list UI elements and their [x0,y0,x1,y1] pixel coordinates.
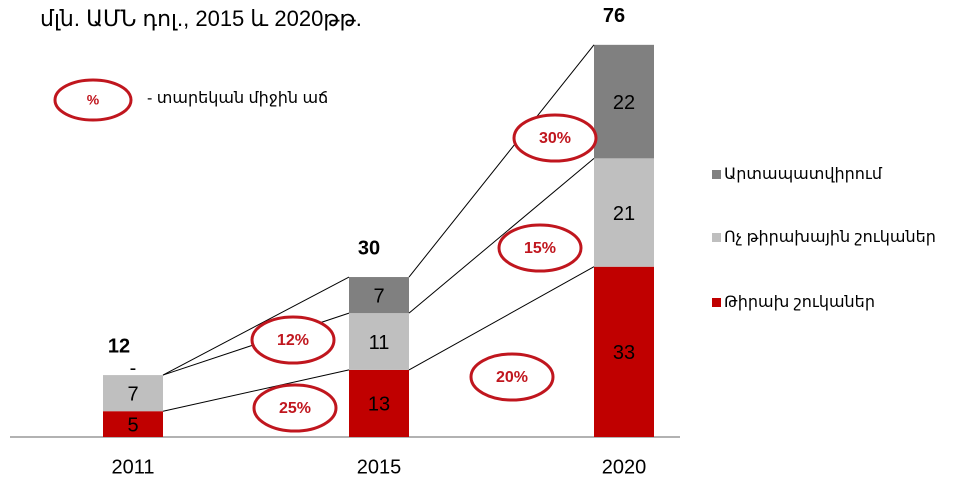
connector [162,369,350,412]
bar-segment [103,375,163,412]
bar-segment [349,313,409,370]
legend-swatch [712,170,721,179]
growth-oval [497,223,583,273]
growth-label: 20% [496,369,528,386]
bar-segment [594,44,654,159]
legend-label: Արտապատվիրում [724,166,883,183]
connector [408,44,595,278]
growth-oval [252,383,338,433]
growth-label: 12% [277,332,309,349]
legend-label: Ոչ թիրախային շուկաներ [724,229,936,246]
segment-label: - [130,357,137,379]
segment-label: 7 [127,383,138,405]
growth-oval [469,352,555,402]
chart-title: մլն. ԱՄՆ դոլ., 2015 և 2020թթ. [40,6,362,31]
legend-label: Թիրախ շուկաներ [724,294,875,311]
connector [162,276,350,376]
total-label: 76 [603,5,625,27]
segment-label: 11 [369,332,390,354]
growth-label: 30% [539,130,571,147]
bar-segment [594,266,654,437]
bar-segment [103,411,163,437]
legend-note: - տարեկան միջին աճ [147,90,328,107]
bar-segment [349,277,409,314]
total-label: 30 [358,237,380,259]
bar-segment [349,369,409,437]
legend-oval [53,78,133,122]
connector [408,266,595,371]
x-tick-label: 2011 [111,456,154,478]
legend-symbol: % [87,92,100,108]
segment-label: 13 [368,394,390,416]
segment-label: 21 [613,203,635,225]
growth-oval [512,113,598,163]
x-tick-label: 2015 [357,456,402,478]
growth-label: 25% [279,400,311,417]
legend-swatch [712,233,721,242]
total-label: 12 [108,335,130,357]
growth-label: 15% [524,240,556,257]
segment-label: 7 [373,285,384,307]
growth-oval [250,315,336,365]
connector [408,157,595,314]
bar-segment [594,158,654,267]
segment-label: 33 [613,342,635,364]
segment-label: 5 [127,414,138,436]
x-tick-label: 2020 [602,456,647,478]
segment-label: 22 [613,92,635,114]
legend-swatch [712,298,721,307]
